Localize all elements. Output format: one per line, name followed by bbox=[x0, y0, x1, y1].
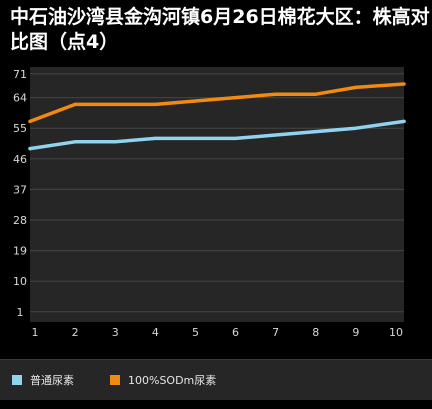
data-point bbox=[28, 119, 32, 123]
line-chart: 1 10 19 28 37 46 55 64 71 1 2 3 4 5 6 7 8 9 10 bbox=[13, 67, 406, 339]
x-tick-label: 7 bbox=[272, 326, 279, 339]
data-point bbox=[153, 136, 157, 140]
y-tick-label: 19 bbox=[13, 245, 27, 258]
data-point bbox=[274, 92, 278, 96]
y-tick-label: 55 bbox=[13, 122, 27, 135]
data-point bbox=[73, 102, 77, 106]
plot-area bbox=[30, 67, 404, 322]
x-tick-label: 3 bbox=[112, 326, 119, 339]
data-point bbox=[314, 130, 318, 134]
x-tick-label: 9 bbox=[352, 326, 359, 339]
data-point bbox=[402, 82, 406, 86]
data-point bbox=[28, 147, 32, 151]
data-point bbox=[354, 126, 358, 130]
y-tick-label: 37 bbox=[13, 183, 27, 196]
x-tick-label: 5 bbox=[192, 326, 199, 339]
series-line-1 bbox=[28, 119, 406, 151]
y-axis-ticks: 1 10 19 28 37 46 55 64 71 bbox=[13, 68, 27, 319]
x-tick-label: 10 bbox=[389, 326, 403, 339]
legend-item-2[interactable]: 100%SODm尿素 bbox=[110, 372, 216, 388]
data-point bbox=[73, 140, 77, 144]
data-point bbox=[153, 102, 157, 106]
legend-label-1: 普通尿素 bbox=[30, 374, 74, 387]
series-line-2 bbox=[28, 82, 406, 124]
series-lines bbox=[28, 82, 406, 151]
data-point bbox=[233, 136, 238, 140]
legend-swatch-2 bbox=[110, 375, 120, 385]
y-tick-label: 46 bbox=[13, 153, 27, 166]
y-tick-label: 71 bbox=[13, 68, 27, 81]
data-point bbox=[274, 133, 278, 137]
x-tick-label: 4 bbox=[152, 326, 159, 339]
x-tick-label: 6 bbox=[232, 326, 239, 339]
data-point bbox=[193, 99, 198, 103]
y-tick-label: 64 bbox=[13, 92, 27, 105]
data-point bbox=[402, 119, 406, 123]
x-tick-label: 8 bbox=[312, 326, 319, 339]
data-point bbox=[354, 85, 358, 89]
x-axis-ticks: 1 2 3 4 5 6 7 8 9 10 bbox=[32, 326, 404, 339]
chart-title: 中石油沙湾县金沟河镇6月26日棉花大区：株高对比图（点4） bbox=[10, 6, 430, 53]
legend-item-1[interactable]: 普通尿素 bbox=[12, 372, 74, 388]
legend: 普通尿素 100%SODm尿素 bbox=[0, 359, 432, 400]
y-tick-label: 28 bbox=[13, 214, 27, 227]
data-point bbox=[233, 96, 238, 100]
legend-label-2: 100%SODm尿素 bbox=[128, 374, 217, 387]
legend-swatch-1 bbox=[12, 375, 22, 385]
data-point bbox=[113, 140, 117, 144]
x-tick-label: 1 bbox=[32, 326, 39, 339]
data-point bbox=[193, 136, 198, 140]
y-tick-label: 10 bbox=[13, 275, 27, 288]
x-tick-label: 2 bbox=[72, 326, 79, 339]
y-tick-label: 1 bbox=[17, 306, 24, 319]
data-point bbox=[314, 92, 318, 96]
data-point bbox=[113, 102, 117, 106]
